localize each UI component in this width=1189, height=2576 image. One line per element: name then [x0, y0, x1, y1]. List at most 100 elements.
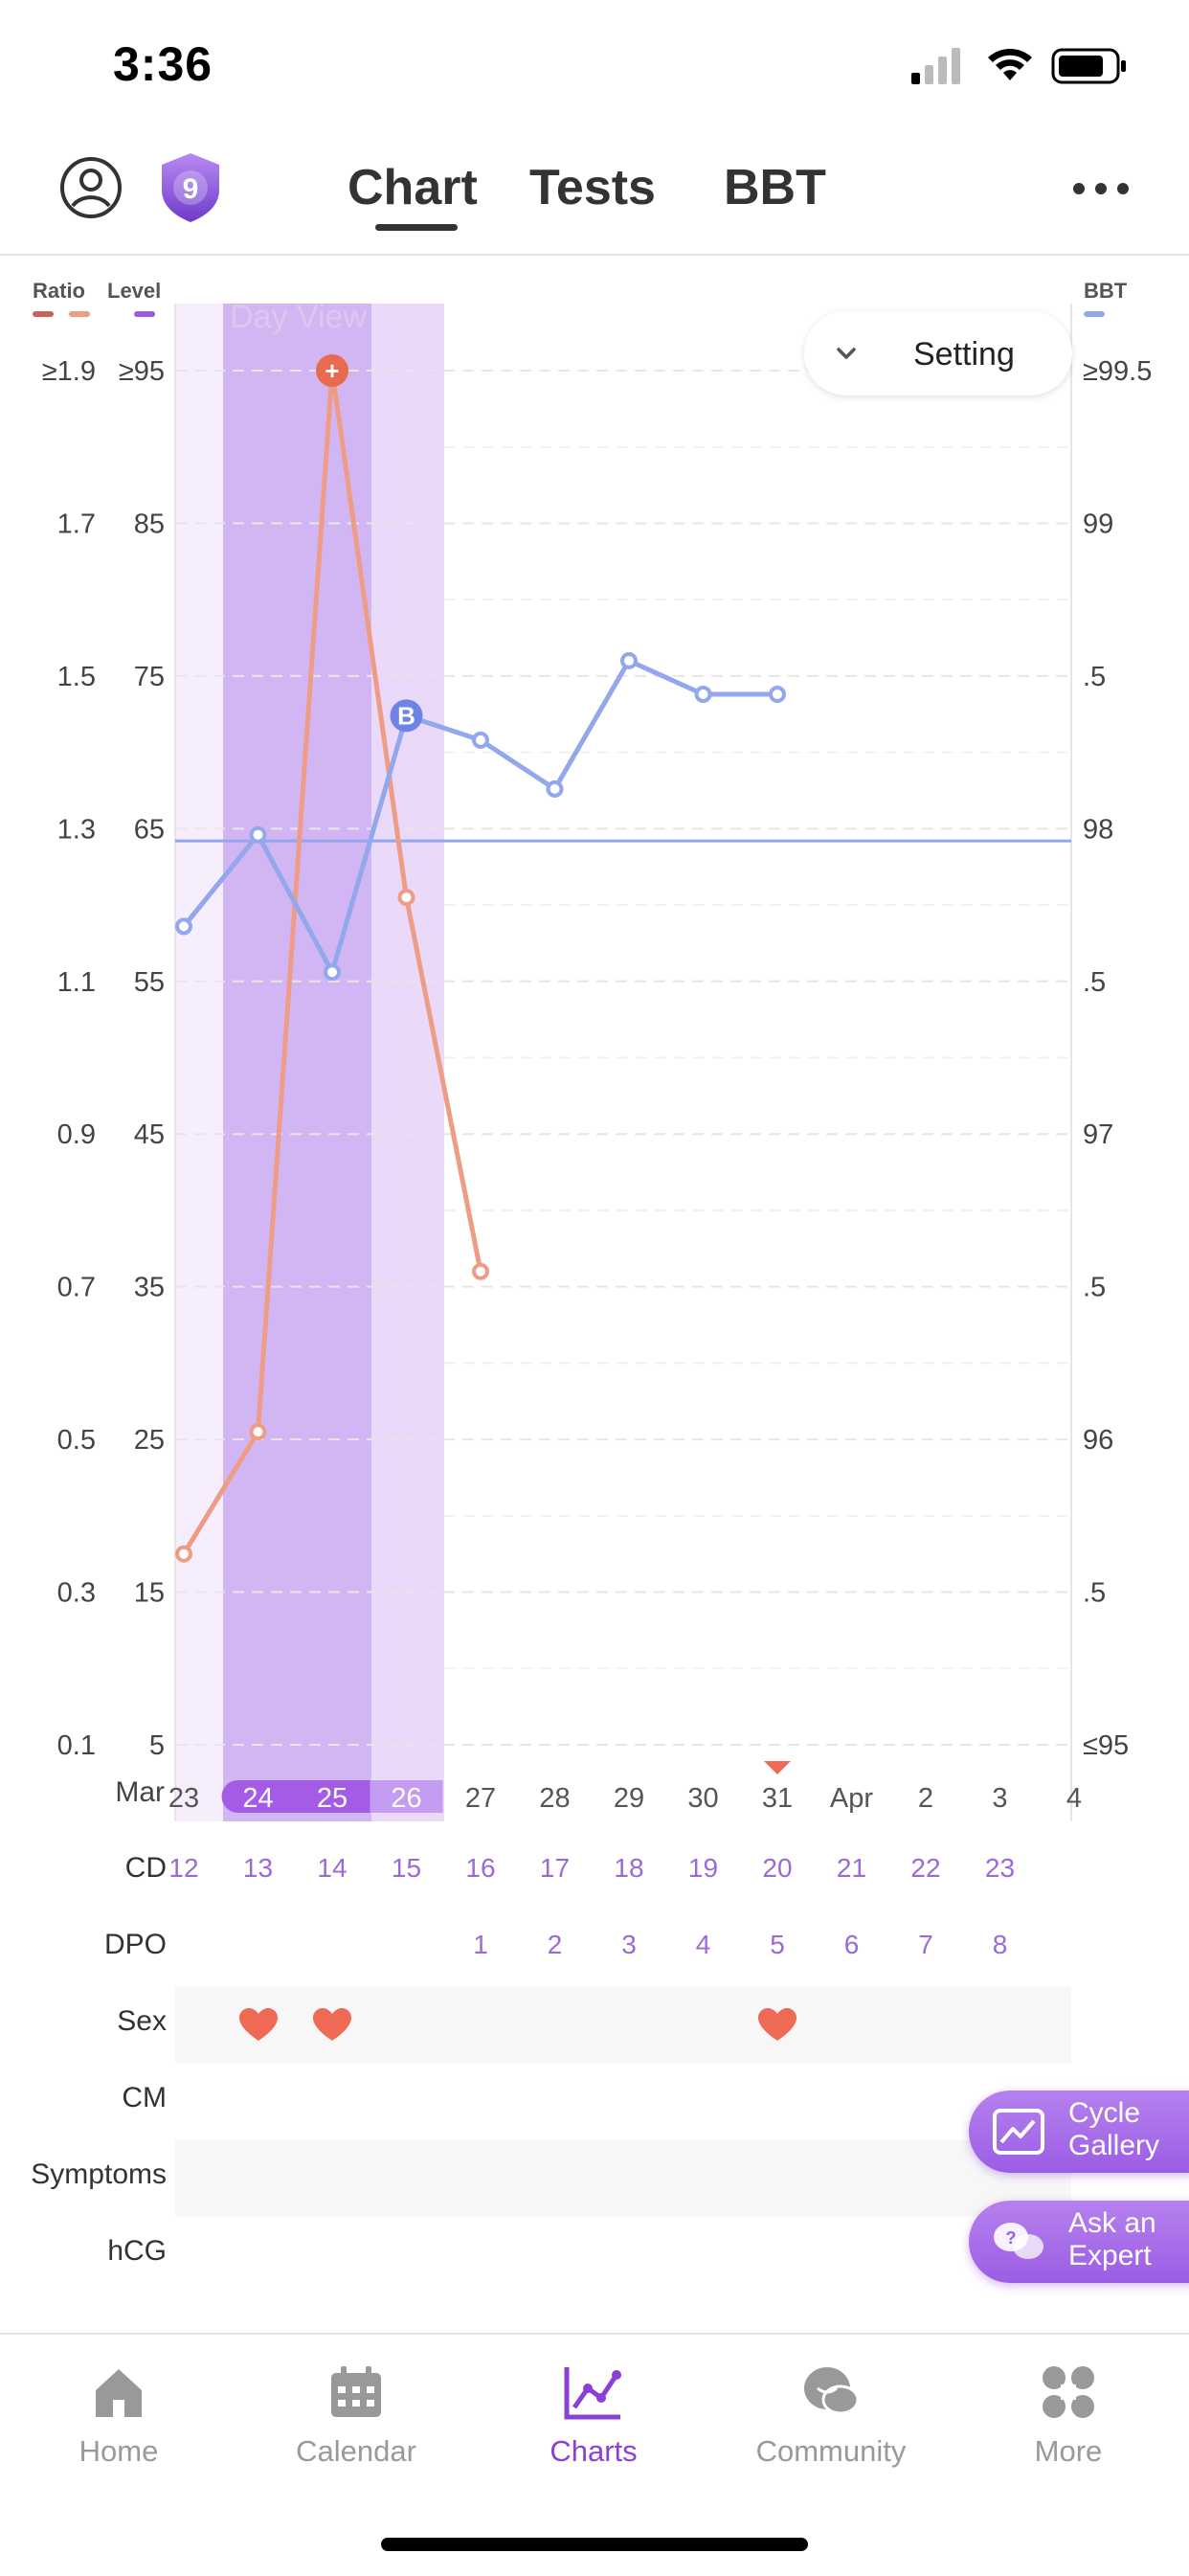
cd-cell: 21 [836, 1853, 867, 1883]
bbt-point[interactable] [546, 780, 564, 798]
bbt-tick-label: .5 [1083, 967, 1106, 998]
tab-more[interactable]: More [973, 2363, 1164, 2469]
ratio-tick-label: 0.9 [57, 1119, 96, 1150]
hcg-row-label: hCG [107, 2235, 167, 2267]
ratio-marker[interactable] [316, 354, 348, 387]
bbt-point[interactable] [324, 963, 341, 982]
cd-cell: 16 [465, 1853, 496, 1883]
wifi-icon [988, 49, 1032, 80]
sex-row-bg [175, 1987, 1071, 2064]
heart-icon[interactable] [313, 2008, 351, 2043]
level-tick-label: 35 [134, 1273, 165, 1303]
bbt-point[interactable] [769, 686, 786, 704]
cd-cell: 14 [317, 1853, 348, 1883]
ratio-point[interactable] [249, 1423, 267, 1441]
date-tick-label[interactable]: 3 [992, 1783, 1007, 1814]
bbt-point[interactable] [620, 651, 638, 669]
tab-bbt[interactable]: BBT [724, 160, 826, 215]
tab-charts-label: Charts [550, 2434, 638, 2468]
home-icon [96, 2369, 142, 2417]
bbt-tick-label: ≤95 [1083, 1730, 1129, 1761]
top-header: 9 Chart Tests BBT [0, 124, 1189, 256]
date-tick-label[interactable]: 24 [242, 1783, 273, 1814]
tab-home[interactable]: Home [23, 2363, 214, 2469]
bbt-point[interactable] [249, 825, 267, 844]
bbt-marker[interactable] [390, 699, 423, 733]
fertile-band-pre [175, 304, 223, 1821]
date-tick-label[interactable]: 28 [539, 1783, 570, 1814]
cd-cell: 15 [391, 1853, 422, 1883]
level-tick-label: 45 [134, 1119, 165, 1150]
home-indicator [381, 2538, 808, 2551]
tab-active-indicator [375, 224, 458, 231]
bbt-tick-label: 97 [1083, 1119, 1113, 1150]
legend-ratio-swatch-dark [33, 311, 54, 317]
legend-bbt-label: BBT [1084, 279, 1128, 303]
status-time: 3:36 [113, 37, 213, 91]
bbt-tick-label: .5 [1083, 1578, 1106, 1609]
day-view-label: Day View [230, 299, 367, 335]
tab-calendar[interactable]: Calendar [260, 2363, 452, 2469]
date-tick-label[interactable]: 31 [762, 1783, 793, 1814]
tab-community-label: Community [755, 2434, 907, 2468]
tab-more-label: More [1034, 2434, 1103, 2468]
ratio-tick-label: 1.5 [57, 662, 96, 692]
status-bar: 3:36 [0, 0, 1189, 124]
tab-community[interactable]: Community [735, 2363, 927, 2469]
cycle-chart[interactable]: ≥1.91.71.51.31.10.90.70.50.30.1≥95857565… [0, 256, 1189, 2075]
heart-icon[interactable] [238, 2008, 278, 2043]
ratio-marker-label: + [325, 356, 339, 385]
level-tick-label: 5 [149, 1730, 165, 1761]
ask-expert-button[interactable]: ? Ask an Expert [969, 2201, 1189, 2283]
date-tick-label[interactable]: 4 [1066, 1783, 1082, 1814]
tab-charts[interactable]: Charts [498, 2363, 689, 2469]
charts-icon [564, 2367, 621, 2420]
bbt-point[interactable] [472, 731, 489, 749]
community-icon [804, 2367, 860, 2415]
today-marker-icon [764, 1761, 791, 1774]
ratio-tick-label: 0.1 [57, 1730, 96, 1761]
bbt-tick-label: 98 [1083, 814, 1113, 845]
date-tick-label[interactable]: 29 [614, 1783, 644, 1814]
ratio-point[interactable] [175, 1545, 192, 1563]
tab-calendar-label: Calendar [296, 2434, 416, 2468]
bbt-tick-label: ≥99.5 [1083, 356, 1152, 387]
svg-text:?: ? [1006, 2228, 1017, 2248]
dpo-cell: 8 [992, 1930, 1008, 1959]
ratio-point[interactable] [397, 889, 415, 907]
level-tick-label: 65 [134, 814, 165, 845]
date-tick-label[interactable]: 25 [317, 1783, 348, 1814]
bbt-marker-label: B [397, 701, 415, 730]
date-tick-label[interactable]: 2 [918, 1783, 933, 1814]
bbt-point[interactable] [694, 686, 712, 704]
level-badge-icon[interactable]: 9 [158, 151, 223, 224]
date-tick-label[interactable]: 30 [687, 1783, 718, 1814]
dpo-cell: 4 [695, 1930, 711, 1959]
more-options-icon[interactable] [1072, 182, 1130, 195]
tab-chart[interactable]: Chart [348, 160, 478, 215]
bbt-tick-label: 99 [1083, 508, 1113, 539]
level-tick-label: 75 [134, 662, 165, 692]
date-tick-label[interactable]: 26 [391, 1783, 421, 1814]
date-tick-label[interactable]: 27 [465, 1783, 496, 1814]
date-tick-label[interactable]: Apr [830, 1783, 873, 1814]
cd-cell: 17 [539, 1853, 571, 1883]
cycle-gallery-button[interactable]: Cycle Gallery [969, 2090, 1189, 2173]
ask-expert-line2: Expert [1068, 2240, 1152, 2271]
cm-row-label: CM [122, 2082, 167, 2113]
fertile-band-peak [223, 304, 371, 1821]
dpo-cell: 3 [621, 1930, 637, 1959]
heart-icon[interactable] [758, 2008, 796, 2043]
bbt-point[interactable] [175, 917, 192, 936]
level-tick-label: 25 [134, 1425, 165, 1456]
cd-cell: 20 [762, 1853, 793, 1883]
tab-tests[interactable]: Tests [529, 160, 656, 215]
profile-icon[interactable] [59, 156, 123, 219]
setting-button[interactable]: Setting [804, 311, 1072, 395]
legend-ratio-label: Ratio [33, 279, 85, 303]
cd-row-label: CD [124, 1852, 167, 1884]
date-tick-label[interactable]: 23 [168, 1783, 199, 1814]
cd-cell: 23 [984, 1853, 1016, 1883]
ratio-point[interactable] [472, 1262, 489, 1280]
bottom-tab-bar: Home Calendar Charts Community [0, 2333, 1189, 2576]
